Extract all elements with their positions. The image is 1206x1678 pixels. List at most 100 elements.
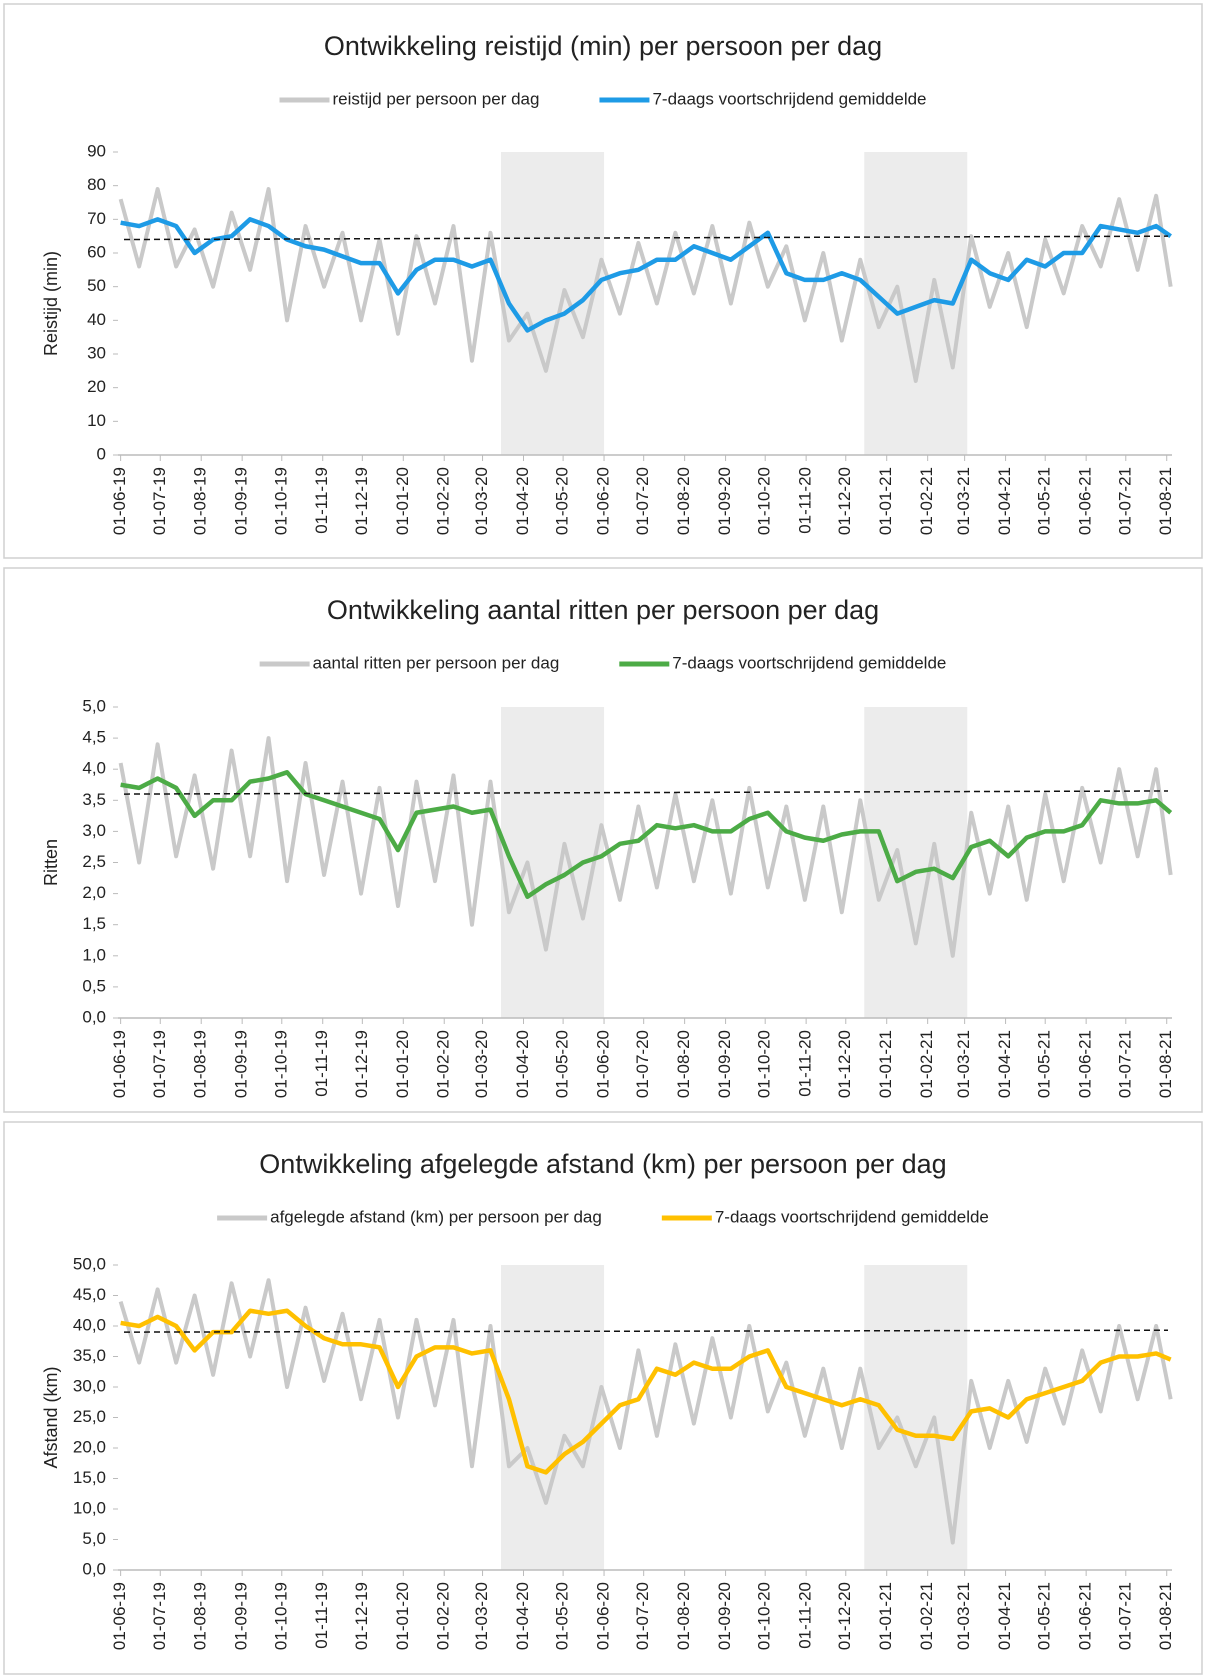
y-tick-label: 1,0 [82, 945, 106, 964]
y-tick-label: 50,0 [73, 1254, 106, 1273]
x-tick-label: 01-08-19 [191, 1030, 210, 1098]
y-tick-label: 80 [87, 175, 106, 194]
x-tick-label: 01-02-21 [917, 1582, 936, 1650]
x-tick-label: 01-08-21 [1156, 1582, 1175, 1650]
x-tick-label: 01-02-20 [434, 1582, 453, 1650]
x-tick-label: 01-02-20 [434, 1030, 453, 1098]
x-tick-label: 01-11-19 [312, 467, 331, 534]
x-tick-label: 01-07-21 [1115, 467, 1134, 535]
x-tick-label: 01-08-20 [674, 1582, 693, 1650]
x-tick-label: 01-03-20 [472, 467, 491, 535]
y-tick-label: 50 [87, 276, 106, 295]
x-tick-label: 01-04-21 [995, 1030, 1014, 1098]
x-tick-label: 01-11-19 [312, 1582, 331, 1649]
x-tick-label: 01-01-20 [393, 1582, 412, 1650]
x-tick-label: 01-06-19 [110, 1030, 129, 1098]
x-tick-label: 01-10-20 [755, 1030, 774, 1098]
x-tick-label: 01-05-20 [553, 1582, 572, 1650]
y-tick-label: 3,5 [82, 790, 106, 809]
y-tick-label: 2,0 [82, 883, 106, 902]
x-tick-label: 01-07-20 [633, 1582, 652, 1650]
y-tick-label: 0 [97, 444, 106, 463]
y-tick-label: 4,0 [82, 759, 106, 778]
x-tick-label: 01-06-20 [594, 1030, 613, 1098]
x-tick-label: 01-04-20 [513, 467, 532, 535]
x-tick-label: 01-06-20 [594, 1582, 613, 1650]
legend-label: 7-daags voortschrijdend gemiddelde [672, 653, 946, 672]
x-tick-label: 01-03-21 [954, 1582, 973, 1650]
x-tick-label: 01-11-20 [796, 467, 815, 534]
x-tick-label: 01-01-20 [393, 1030, 412, 1098]
y-tick-label: 0,5 [82, 976, 106, 995]
chart-title: Ontwikkeling afgelegde afstand (km) per … [259, 1149, 946, 1179]
x-tick-label: 01-06-19 [110, 1582, 129, 1650]
x-tick-label: 01-07-21 [1115, 1582, 1134, 1650]
legend-label: 7-daags voortschrijdend gemiddelde [715, 1207, 989, 1226]
y-axis-label: Afstand (km) [41, 1366, 61, 1468]
x-tick-label: 01-02-21 [917, 1030, 936, 1098]
x-tick-label: 01-05-21 [1035, 467, 1054, 535]
x-tick-label: 01-07-19 [150, 1582, 169, 1650]
y-tick-label: 10,0 [73, 1498, 106, 1517]
y-tick-label: 90 [87, 141, 106, 160]
x-tick-label: 01-10-19 [271, 1582, 290, 1650]
reference-line [123, 790, 1169, 795]
x-tick-label: 01-08-21 [1156, 467, 1175, 535]
y-tick-label: 10 [87, 411, 106, 430]
y-tick-label: 70 [87, 209, 106, 228]
x-tick-label: 01-09-19 [232, 1030, 251, 1098]
shaded-period [501, 152, 605, 455]
x-tick-label: 01-07-19 [150, 1030, 169, 1098]
y-tick-label: 2,5 [82, 852, 106, 871]
x-tick-label: 01-06-20 [594, 467, 613, 535]
x-tick-label: 01-09-20 [715, 1582, 734, 1650]
x-tick-label: 01-06-21 [1076, 467, 1095, 535]
chart-title: Ontwikkeling aantal ritten per persoon p… [327, 595, 879, 625]
legend: afgelegde afstand (km) per persoon per d… [217, 1207, 989, 1226]
x-tick-label: 01-05-20 [553, 467, 572, 535]
y-tick-label: 40 [87, 310, 106, 329]
x-tick-label: 01-07-21 [1115, 1030, 1134, 1098]
x-tick-label: 01-08-19 [191, 467, 210, 535]
x-tick-label: 01-09-19 [232, 1582, 251, 1650]
x-tick-label: 01-12-20 [835, 1582, 854, 1650]
x-tick-label: 01-10-19 [271, 1030, 290, 1098]
y-tick-label: 25,0 [73, 1407, 106, 1426]
x-tick-label: 01-09-20 [715, 1030, 734, 1098]
legend-label: reistijd per persoon per dag [332, 89, 539, 108]
x-tick-label: 01-04-20 [513, 1030, 532, 1098]
x-tick-label: 01-11-19 [312, 1030, 331, 1097]
x-tick-label: 01-07-19 [150, 467, 169, 535]
x-tick-label: 01-01-21 [876, 467, 895, 535]
legend-label: aantal ritten per persoon per dag [313, 653, 560, 672]
y-tick-label: 1,5 [82, 914, 106, 933]
series-line [118, 187, 1173, 383]
legend-label: 7-daags voortschrijdend gemiddelde [652, 89, 926, 108]
x-tick-label: 01-08-21 [1156, 1030, 1175, 1098]
reference-line [123, 1329, 1169, 1333]
legend-label: afgelegde afstand (km) per persoon per d… [270, 1207, 602, 1226]
series-line [120, 1308, 1172, 1475]
legend: aantal ritten per persoon per dag 7-daags… [259, 653, 946, 672]
x-tick-label: 01-12-19 [352, 467, 371, 535]
y-tick-label: 30 [87, 343, 106, 362]
x-tick-label: 01-10-20 [755, 1582, 774, 1650]
y-tick-label: 3,0 [82, 821, 106, 840]
shaded-period [864, 707, 968, 1018]
x-tick-label: 01-04-20 [513, 1582, 532, 1650]
x-tick-label: 01-09-19 [232, 467, 251, 535]
reference-line [123, 235, 1169, 241]
x-tick-label: 01-08-20 [674, 1030, 693, 1098]
x-tick-label: 01-11-20 [796, 1582, 815, 1649]
y-tick-label: 35,0 [73, 1346, 106, 1365]
shaded-period [501, 1265, 605, 1570]
y-tick-label: 0,0 [82, 1007, 106, 1026]
x-tick-label: 01-06-21 [1076, 1582, 1095, 1650]
legend: reistijd per persoon per dag 7-daags voor… [279, 89, 927, 108]
x-tick-label: 01-05-21 [1035, 1582, 1054, 1650]
series-line [120, 217, 1172, 333]
x-tick-label: 01-06-21 [1076, 1030, 1095, 1098]
x-tick-label: 01-04-21 [995, 467, 1014, 535]
y-tick-label: 4,5 [82, 728, 106, 747]
